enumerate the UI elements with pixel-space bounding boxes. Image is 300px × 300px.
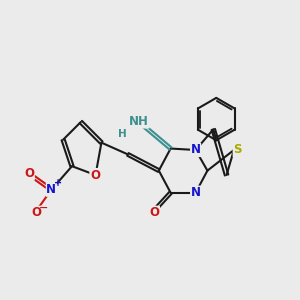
Text: N: N	[46, 183, 56, 196]
Text: NH: NH	[129, 115, 149, 128]
Text: +: +	[54, 178, 62, 188]
Text: N: N	[190, 143, 201, 157]
Text: H: H	[118, 129, 126, 139]
Text: −: −	[38, 202, 48, 212]
Text: O: O	[90, 169, 100, 182]
Text: O: O	[149, 206, 159, 219]
Text: N: N	[190, 186, 201, 199]
Text: O: O	[24, 167, 34, 180]
Text: O: O	[32, 206, 42, 219]
Text: S: S	[233, 143, 242, 157]
